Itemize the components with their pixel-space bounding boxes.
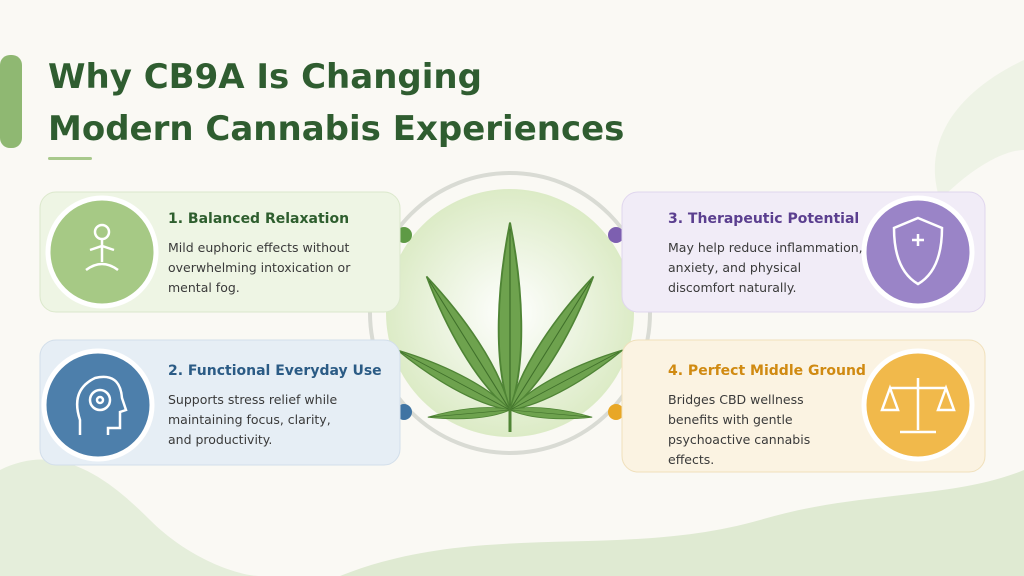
card-heading: 2. Functional Everyday Use (168, 363, 382, 379)
card-text: maintaining focus, clarity, (168, 412, 331, 427)
title-line: Modern Cannabis Experiences (48, 109, 624, 149)
bg-wave (934, 60, 1024, 200)
card-icon (861, 195, 975, 309)
card-heading: 1. Balanced Relaxation (168, 211, 349, 227)
title-line: Why CB9A Is Changing (48, 57, 482, 97)
card-text: Bridges CBD wellness (668, 392, 804, 407)
card-heading: 4. Perfect Middle Ground (668, 363, 866, 379)
card-text: discomfort naturally. (668, 280, 796, 295)
card-text: and productivity. (168, 432, 272, 447)
cannabis-leaf (393, 221, 627, 432)
focus-icon (75, 375, 128, 435)
shield-icon (892, 216, 944, 286)
card-text: overwhelming intoxication or (168, 260, 351, 275)
card-text: Supports stress relief while (168, 392, 338, 407)
card-text: mental fog. (168, 280, 240, 295)
card-icon (41, 348, 155, 462)
card-text: anxiety, and physical (668, 260, 801, 275)
center-ring (368, 171, 652, 455)
card-text: Mild euphoric effects without (168, 240, 350, 255)
accent-bar (0, 55, 22, 148)
connector-dot (608, 404, 624, 420)
card-text: May help reduce inflammation, (668, 240, 863, 255)
connector-dot (608, 227, 624, 243)
scale-icon (880, 378, 956, 434)
card-text: psychoactive cannabis (668, 432, 810, 447)
title-underline (48, 157, 92, 160)
card-text: effects. (668, 452, 714, 467)
card-text: benefits with gentle (668, 412, 793, 427)
bg-wave (0, 459, 260, 576)
bg-wave (340, 470, 1024, 576)
card-heading: 3. Therapeutic Potential (668, 211, 859, 227)
meditation-icon (85, 223, 119, 272)
